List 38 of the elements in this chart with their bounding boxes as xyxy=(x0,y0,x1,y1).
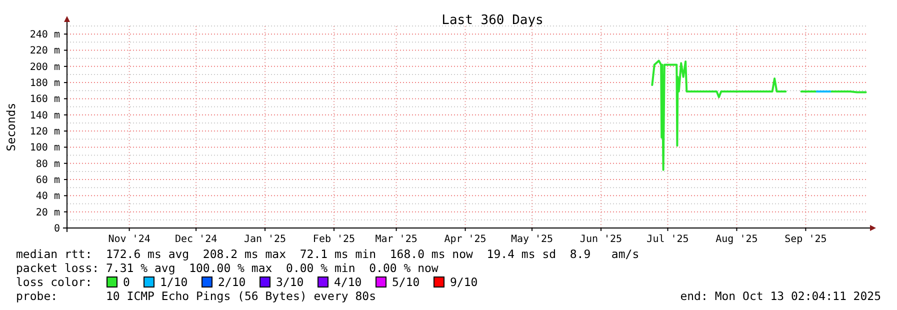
x-tick-label: Jul '25 xyxy=(646,234,689,245)
y-tick-label: 160 m xyxy=(30,94,60,106)
text: end: Mon Oct 13 02:04:11 2025 xyxy=(680,289,881,303)
y-tick-label: 100 m xyxy=(30,142,60,154)
y-tick-label: 80 m xyxy=(36,158,60,170)
x-tick-label: Feb '25 xyxy=(312,234,356,245)
legend-label: 0 xyxy=(123,275,130,289)
x-tick-label: Apr '25 xyxy=(444,234,486,245)
x-tick-label: Aug '25 xyxy=(716,234,758,245)
legend-label: 9/10 xyxy=(450,275,478,289)
x-tick-label: Sep '25 xyxy=(784,234,827,245)
y-tick-label: 0 xyxy=(54,224,60,234)
x-tick-label: Mar '25 xyxy=(375,234,418,245)
x-tick-label: Nov '24 xyxy=(108,234,150,245)
legend-label: 4/10 xyxy=(334,275,362,289)
y-tick-label: 200 m xyxy=(30,62,60,73)
text: probe: 10 ICMP Echo Pings (56 Bytes) every 80s xyxy=(16,289,376,303)
legend-label: 2/10 xyxy=(218,275,246,289)
text: median rtt: 172.6 ms avg 208.2 ms max 72.1 ms min 168.0 ms now 19.4 ms sd 8.9 am/s xyxy=(16,247,640,261)
y-axis-title: Seconds xyxy=(4,102,18,152)
y-tick-label: 220 m xyxy=(30,46,60,57)
legend-label: 3/10 xyxy=(276,275,304,289)
x-tick-label: Jan '25 xyxy=(244,234,286,245)
y-tick-label: 240 m xyxy=(30,30,60,41)
x-tick-label: Jun '25 xyxy=(580,234,622,245)
legend-label: 1/10 xyxy=(160,275,188,289)
legend-label: 5/10 xyxy=(392,275,420,289)
x-tick-label: Dec '24 xyxy=(174,234,218,245)
y-tick-label: 180 m xyxy=(30,78,60,90)
y-tick-label: 120 m xyxy=(30,126,60,138)
y-tick-label: 20 m xyxy=(36,207,60,218)
y-tick-label: 60 m xyxy=(36,175,60,186)
x-tick-label: May '25 xyxy=(510,234,554,245)
legend-title: loss color: xyxy=(16,275,92,289)
text: packet loss: 7.31 % avg 100.00 % max 0.00 % min 0.00 % now xyxy=(16,261,438,275)
chart-title: Last 360 Days xyxy=(442,13,544,28)
y-tick-label: 140 m xyxy=(30,110,60,122)
y-tick-label: 40 m xyxy=(36,191,60,202)
